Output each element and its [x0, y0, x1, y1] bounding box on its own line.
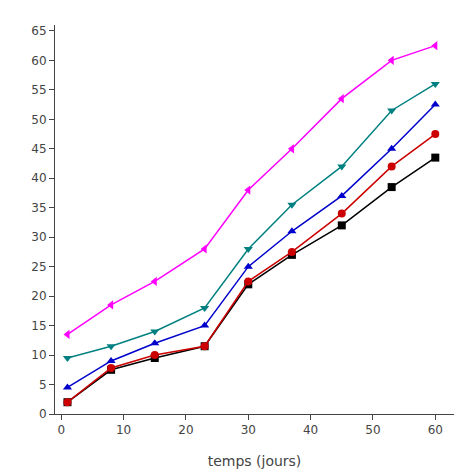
svg-text:40: 40: [31, 171, 46, 185]
svg-text:15: 15: [31, 319, 46, 333]
svg-text:25: 25: [31, 260, 46, 274]
svg-text:50: 50: [31, 113, 46, 127]
svg-text:20: 20: [178, 423, 193, 437]
svg-text:temps (jours): temps (jours): [208, 453, 302, 469]
svg-text:55: 55: [31, 83, 46, 97]
svg-text:35: 35: [31, 201, 46, 215]
svg-text:5: 5: [39, 378, 47, 392]
svg-text:65: 65: [31, 24, 46, 38]
svg-text:60: 60: [31, 54, 46, 68]
svg-text:45: 45: [31, 142, 46, 156]
svg-text:0: 0: [39, 407, 47, 421]
svg-text:10: 10: [31, 348, 46, 362]
svg-text:60: 60: [428, 423, 443, 437]
svg-text:30: 30: [241, 423, 256, 437]
svg-text:0: 0: [57, 423, 65, 437]
svg-text:50: 50: [365, 423, 380, 437]
svg-text:10: 10: [116, 423, 131, 437]
svg-text:30: 30: [31, 230, 46, 244]
svg-text:40: 40: [303, 423, 318, 437]
svg-text:20: 20: [31, 289, 46, 303]
